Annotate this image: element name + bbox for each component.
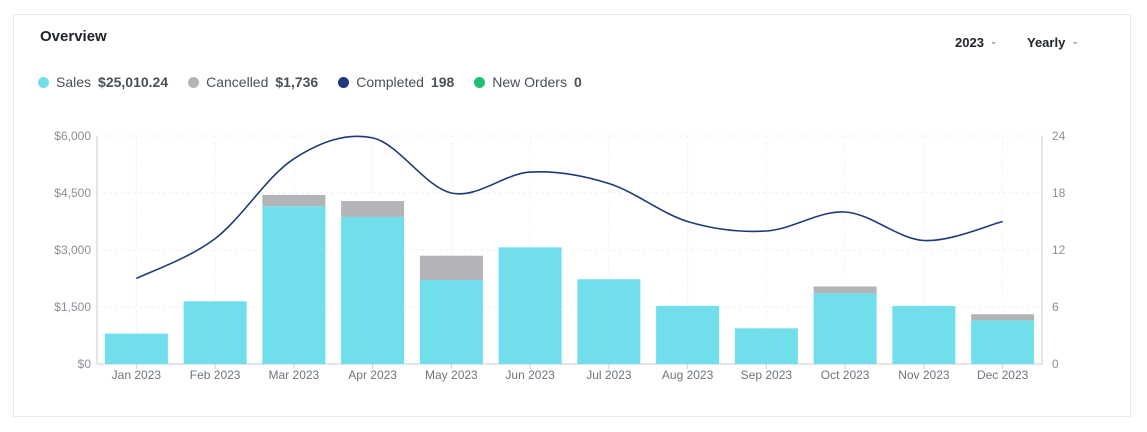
legend-dot-icon [338, 76, 350, 88]
y-left-tick-label: $0 [78, 357, 92, 371]
y-right-tick-label: 6 [1052, 300, 1059, 314]
bar-cancelled [971, 314, 1035, 321]
year-dropdown[interactable]: 2023 ⌄ [955, 35, 997, 50]
x-tick-label: Aug 2023 [662, 368, 714, 382]
chevron-down-icon: ⌄ [1071, 36, 1079, 46]
bar-sales [262, 206, 326, 364]
legend-item-new-orders[interactable]: New Orders 0 [474, 74, 582, 90]
x-tick-label: Jul 2023 [586, 368, 632, 382]
bar-sales [577, 279, 641, 364]
period-dropdown-value: Yearly [1027, 35, 1066, 50]
y-left-tick-label: $3,000 [54, 243, 91, 257]
x-tick-label: May 2023 [425, 368, 478, 382]
bar-sales [734, 328, 798, 364]
legend-dot-icon [188, 76, 200, 88]
legend-label: New Orders [492, 74, 567, 90]
x-tick-label: Jan 2023 [112, 368, 162, 382]
year-dropdown-value: 2023 [955, 35, 984, 50]
legend-dot-icon [474, 76, 486, 88]
x-tick-label: Dec 2023 [977, 368, 1029, 382]
y-right-tick-label: 18 [1052, 186, 1066, 200]
legend-value: 198 [430, 74, 455, 90]
bar-sales [656, 305, 720, 364]
bar-cancelled [341, 200, 405, 217]
x-tick-label: Mar 2023 [269, 368, 320, 382]
bar-sales [104, 333, 168, 364]
legend-value: $25,010.24 [98, 74, 169, 90]
legend-item-sales[interactable]: Sales $25,010.24 [38, 74, 168, 90]
bar-sales [183, 301, 247, 364]
bar-sales [498, 247, 562, 364]
y-right-tick-label: 0 [1052, 357, 1059, 371]
x-tick-label: Sep 2023 [741, 368, 793, 382]
y-right-tick-label: 24 [1052, 129, 1066, 143]
legend-dot-icon [38, 76, 49, 88]
legend-value: $1,736 [275, 74, 319, 90]
bar-cancelled [262, 194, 326, 207]
legend-label: Completed [356, 74, 424, 90]
x-tick-label: Jun 2023 [505, 368, 555, 382]
chart-legend: Sales $25,010.24 Cancelled $1,736 Comple… [38, 74, 602, 90]
y-left-tick-label: $4,500 [54, 186, 91, 200]
legend-label: Cancelled [206, 74, 269, 90]
x-tick-label: Apr 2023 [348, 368, 397, 382]
chevron-down-icon: ⌄ [989, 36, 998, 46]
bar-cancelled [813, 286, 877, 294]
period-dropdown[interactable]: Yearly ⌄ [1027, 35, 1079, 50]
legend-value: 0 [573, 74, 582, 90]
bar-sales [341, 216, 405, 364]
y-left-tick-label: $6,000 [54, 129, 91, 143]
legend-item-completed[interactable]: Completed 198 [338, 74, 454, 90]
legend-item-cancelled[interactable]: Cancelled $1,736 [188, 74, 318, 90]
legend-label: Sales [56, 74, 92, 90]
bar-sales [971, 320, 1035, 364]
card-title: Overview [40, 28, 107, 45]
bar-sales [892, 305, 956, 364]
bar-sales [813, 293, 877, 364]
y-left-tick-label: $1,500 [54, 300, 91, 314]
bar-sales [419, 280, 483, 364]
x-tick-label: Oct 2023 [821, 368, 870, 382]
x-tick-label: Feb 2023 [190, 368, 241, 382]
y-right-tick-label: 12 [1052, 243, 1066, 257]
bar-cancelled [419, 255, 483, 281]
line-completed [136, 135, 1003, 280]
x-tick-label: Nov 2023 [898, 368, 950, 382]
